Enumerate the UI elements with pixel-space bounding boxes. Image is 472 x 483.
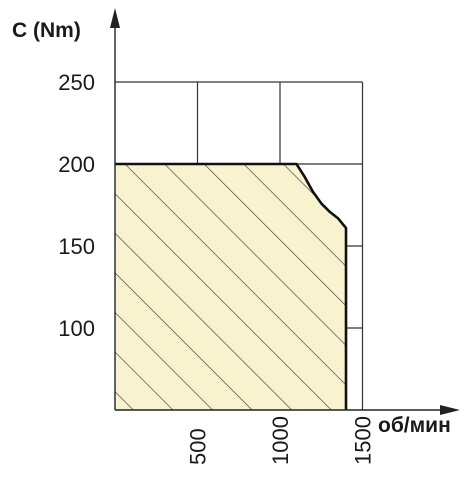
x-tick-label-1000: 1000 xyxy=(268,416,293,465)
y-tick-label-250: 250 xyxy=(58,70,95,95)
x-axis-arrow xyxy=(440,405,460,415)
tick-labels: 100 150 200 250 500 1000 1500 xyxy=(58,70,375,465)
operating-area-fill xyxy=(115,164,346,410)
axes xyxy=(110,8,460,415)
y-tick-label-200: 200 xyxy=(58,152,95,177)
torque-curve-line xyxy=(115,162,348,410)
x-tick-label-500: 500 xyxy=(186,428,211,465)
operating-area xyxy=(115,162,348,410)
x-tick-label-1500: 1500 xyxy=(351,416,376,465)
y-axis-label: C (Nm) xyxy=(12,19,81,42)
y-tick-label-150: 150 xyxy=(58,234,95,259)
y-tick-label-100: 100 xyxy=(58,316,95,341)
x-axis-label: об/мин xyxy=(378,414,451,437)
y-axis-arrow xyxy=(110,8,120,28)
